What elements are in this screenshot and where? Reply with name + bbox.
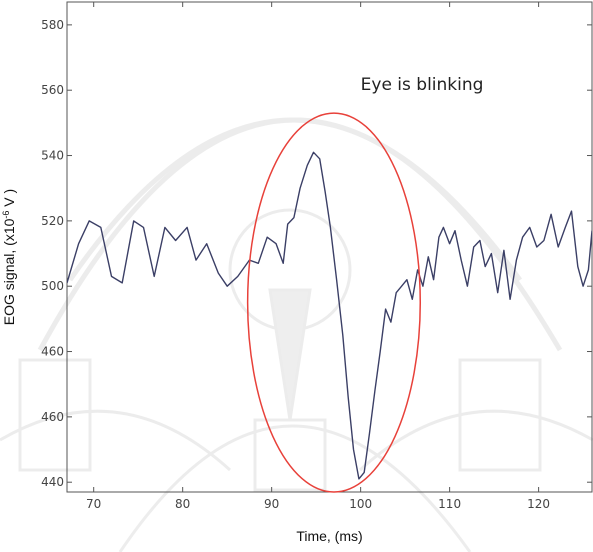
x-tick-label: 90	[264, 497, 279, 511]
y-tick-label: 500	[41, 279, 64, 293]
y-axis-label: EOG signal, (x10-6 V )	[1, 189, 17, 325]
y-axis-label-exponent: -6	[1, 211, 11, 219]
watermark-emblem	[0, 117, 593, 552]
x-tick-label: 80	[175, 497, 190, 511]
x-tick-label: 100	[349, 497, 372, 511]
y-axis-label-main: EOG signal, (x10	[1, 218, 17, 325]
y-tick-label: 520	[41, 214, 64, 228]
x-tick-label: 120	[527, 497, 550, 511]
x-tick-label: 70	[86, 497, 101, 511]
y-tick-label: 560	[41, 83, 64, 97]
y-tick-label: 460	[41, 345, 64, 359]
y-tick-label: 460	[41, 410, 64, 424]
y-axis-label-unit: V )	[1, 189, 17, 211]
y-tick-label: 580	[41, 18, 64, 32]
x-axis-label: Time, (ms)	[296, 528, 362, 544]
annotation-eye-blinking: Eye is blinking	[361, 75, 484, 95]
y-tick-label: 540	[41, 149, 64, 163]
eog-signal-line	[67, 151, 592, 480]
y-tick-label: 440	[41, 475, 64, 489]
x-tick-label: 110	[438, 497, 461, 511]
blink-highlight-ellipse	[246, 112, 422, 493]
